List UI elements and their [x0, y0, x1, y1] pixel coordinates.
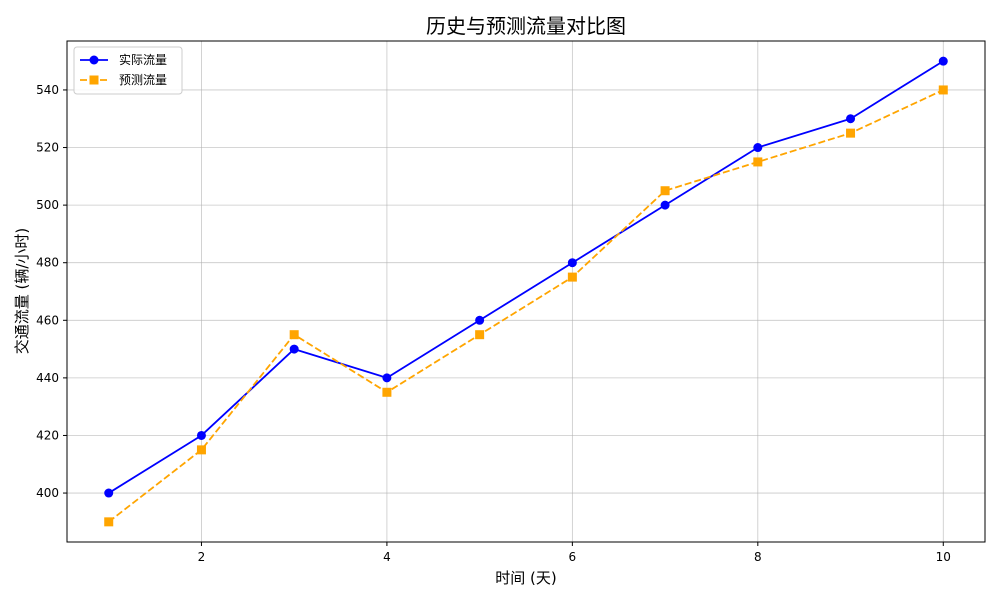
legend-marker [89, 75, 99, 85]
series-2 [104, 85, 948, 527]
data-point [196, 430, 206, 440]
series-1 [104, 56, 948, 498]
data-point [567, 272, 577, 282]
y-tick-label: 400 [36, 486, 59, 500]
y-axis-label: 交通流量 (辆/小时) [13, 228, 31, 355]
y-tick-label: 480 [36, 256, 59, 270]
data-point [289, 330, 299, 340]
data-point [104, 517, 114, 527]
legend-entry: 实际流量 [80, 52, 167, 67]
legend-label: 实际流量 [119, 52, 167, 67]
x-tick-label: 8 [754, 550, 762, 564]
data-point [475, 330, 485, 340]
data-point [753, 157, 763, 167]
x-tick-label: 10 [936, 550, 951, 564]
y-tick-label: 540 [36, 83, 59, 97]
data-point [475, 315, 485, 325]
y-tick-label: 500 [36, 198, 59, 212]
y-tick-label: 520 [36, 141, 59, 155]
y-tick-label: 420 [36, 428, 59, 442]
series-line [108, 89, 944, 523]
y-tick-label: 440 [36, 371, 59, 385]
plot-frame [66, 40, 986, 543]
data-point [567, 258, 577, 268]
y-tick-label: 460 [36, 313, 59, 327]
chart-title: 历史与预测流量对比图 [426, 14, 626, 38]
data-point [660, 200, 670, 210]
axis-ticks: 2 4 6 8 10 400 420 440 460 480 500 520 540 [36, 83, 951, 564]
series-line [108, 60, 944, 494]
data-point [289, 344, 299, 354]
legend-box [73, 46, 183, 95]
data-point [846, 128, 856, 138]
data-point [753, 143, 763, 153]
data-point [660, 186, 670, 196]
data-point [846, 114, 856, 124]
x-axis-label: 时间 (天) [495, 569, 556, 587]
data-point [104, 488, 114, 498]
data-point [196, 445, 206, 455]
data-point [938, 56, 948, 66]
data-point [382, 373, 392, 383]
series-layer [104, 56, 948, 527]
grid-lines [67, 41, 985, 542]
legend-entry: 预测流量 [80, 73, 167, 87]
x-tick-label: 6 [569, 550, 577, 564]
data-point [382, 387, 392, 397]
data-point [938, 85, 948, 95]
legend-label: 预测流量 [119, 73, 167, 87]
x-tick-label: 2 [198, 550, 206, 564]
legend-marker [89, 55, 99, 65]
x-tick-label: 4 [383, 550, 391, 564]
